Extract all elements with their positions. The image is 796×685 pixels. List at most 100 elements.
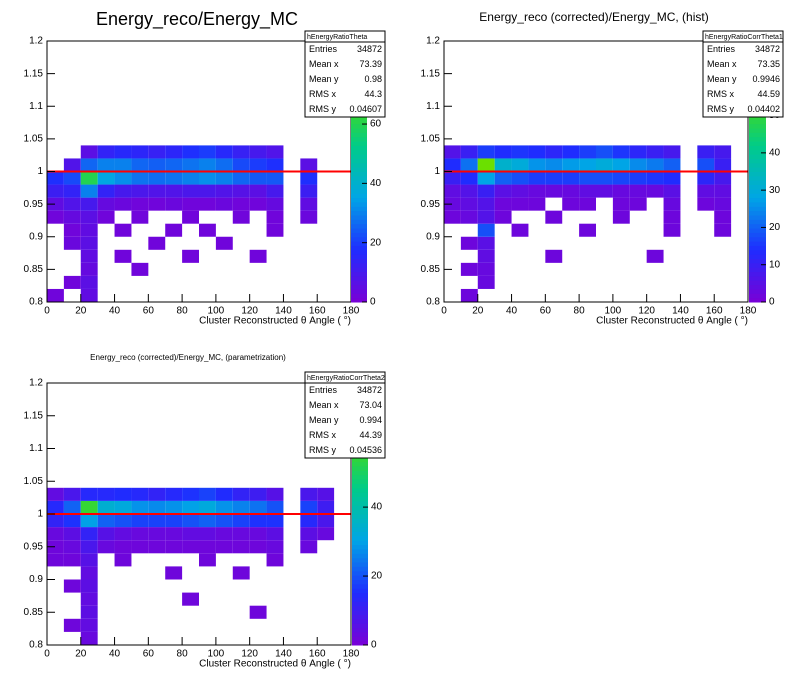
- colorbar-segment: [351, 128, 367, 133]
- heat-cell: [596, 145, 613, 159]
- heat-cell: [215, 487, 233, 501]
- heat-cell: [266, 210, 284, 224]
- heat-cell: [63, 275, 81, 289]
- heat-cell: [131, 514, 149, 528]
- z-tick-label: 0: [370, 297, 376, 308]
- heat-cell: [80, 210, 98, 224]
- colorbar-segment: [351, 293, 367, 299]
- heat-cell: [148, 500, 166, 514]
- stats-label: Entries: [707, 44, 736, 54]
- colorbar-segment: [352, 535, 368, 541]
- colorbar-segment: [351, 136, 367, 142]
- colorbar-segment: [352, 579, 368, 585]
- colorbar-segment: [749, 184, 766, 190]
- heat-cell: [114, 540, 132, 554]
- heat-cell: [80, 540, 98, 554]
- colorbar-segment: [351, 236, 367, 242]
- heat-cell: [629, 184, 647, 198]
- heat-cell: [460, 236, 478, 250]
- heat-cell: [114, 171, 132, 185]
- colorbar-segment: [351, 258, 367, 264]
- heat-cell: [114, 514, 132, 528]
- y-tick-label: 1.2: [426, 36, 440, 47]
- heat-cell: [97, 171, 115, 185]
- colorbar-segment: [351, 180, 367, 186]
- colorbar-segment: [351, 162, 367, 168]
- heat-cell: [148, 145, 166, 159]
- y-tick-label: 1.1: [426, 101, 440, 112]
- stats-label: RMS y: [309, 445, 337, 455]
- colorbar-segment: [749, 167, 766, 172]
- colorbar-segment: [351, 223, 367, 229]
- heat-cell: [612, 145, 630, 159]
- y-tick-label: 0.9: [426, 231, 440, 242]
- heat-cell: [165, 540, 183, 554]
- stats-label: RMS x: [309, 430, 337, 440]
- colorbar-segment: [749, 149, 766, 155]
- stats-label: Mean x: [707, 59, 737, 69]
- heat-cell: [612, 197, 630, 211]
- heat-cell: [165, 145, 183, 159]
- heat-cell: [199, 500, 216, 514]
- heat-cell: [460, 288, 478, 302]
- x-tick-label: 100: [605, 306, 622, 317]
- colorbar-segment: [352, 627, 368, 633]
- x-tick-label: 0: [441, 306, 447, 317]
- x-tick-label: 180: [740, 306, 757, 317]
- heat-cell: [114, 500, 132, 514]
- heat-cell: [63, 197, 81, 211]
- heat-cell: [528, 171, 546, 185]
- colorbar-segment: [351, 149, 367, 155]
- heat-cell: [63, 527, 81, 541]
- heat-cell: [80, 553, 98, 567]
- x-tick-label: 80: [574, 306, 586, 317]
- colorbar-segment: [352, 605, 368, 611]
- stats-value: 34872: [357, 385, 382, 395]
- heat-cell: [317, 487, 335, 501]
- y-tick-label: 0.9: [29, 231, 43, 242]
- stats-label: RMS x: [707, 89, 735, 99]
- heat-cell: [444, 210, 461, 224]
- cells: [444, 145, 732, 302]
- heat-cell: [199, 184, 216, 198]
- heat-cell: [232, 184, 250, 198]
- stats-value: 73.39: [359, 59, 382, 69]
- colorbar-segment: [352, 505, 368, 511]
- heat-cell: [63, 236, 81, 250]
- x-axis-title: Cluster Reconstructed θ Angle ( °): [199, 316, 351, 327]
- x-tick-label: 60: [143, 649, 155, 660]
- heat-cell: [545, 158, 563, 172]
- z-tick-label: 40: [370, 178, 382, 189]
- y-tick-label: 1.05: [24, 134, 44, 145]
- heat-cell: [131, 145, 149, 159]
- heat-cell: [131, 527, 149, 541]
- heat-cell: [47, 210, 64, 224]
- heat-cell: [165, 184, 183, 198]
- heat-cell: [199, 540, 216, 554]
- heat-cell: [562, 145, 580, 159]
- heat-cell: [47, 288, 64, 302]
- heat-cell: [612, 184, 630, 198]
- heat-cell: [249, 605, 267, 619]
- stats-value: 0.04607: [349, 104, 382, 114]
- colorbar-segment: [351, 284, 367, 290]
- x-tick-label: 160: [706, 306, 723, 317]
- colorbar-segment: [352, 553, 368, 559]
- colorbar-segment: [352, 592, 368, 598]
- z-tick-label: 0: [769, 297, 775, 308]
- colorbar-segment: [749, 228, 766, 233]
- y-tick-label: 0.9: [29, 574, 43, 585]
- heat-cell: [494, 145, 512, 159]
- heat-cell: [300, 500, 318, 514]
- heat-cell: [182, 158, 199, 172]
- x-tick-label: 140: [275, 649, 292, 660]
- heat-cell: [579, 145, 596, 159]
- stats-value: 34872: [755, 44, 780, 54]
- heat-cell: [47, 553, 64, 567]
- heat-cell: [444, 171, 461, 185]
- colorbar-segment: [351, 201, 367, 207]
- heat-cell: [148, 527, 166, 541]
- stats-value: 73.04: [359, 400, 382, 410]
- panel: Energy_reco (corrected)/Energy_MC, (para…: [24, 353, 386, 670]
- heat-cell: [182, 592, 199, 606]
